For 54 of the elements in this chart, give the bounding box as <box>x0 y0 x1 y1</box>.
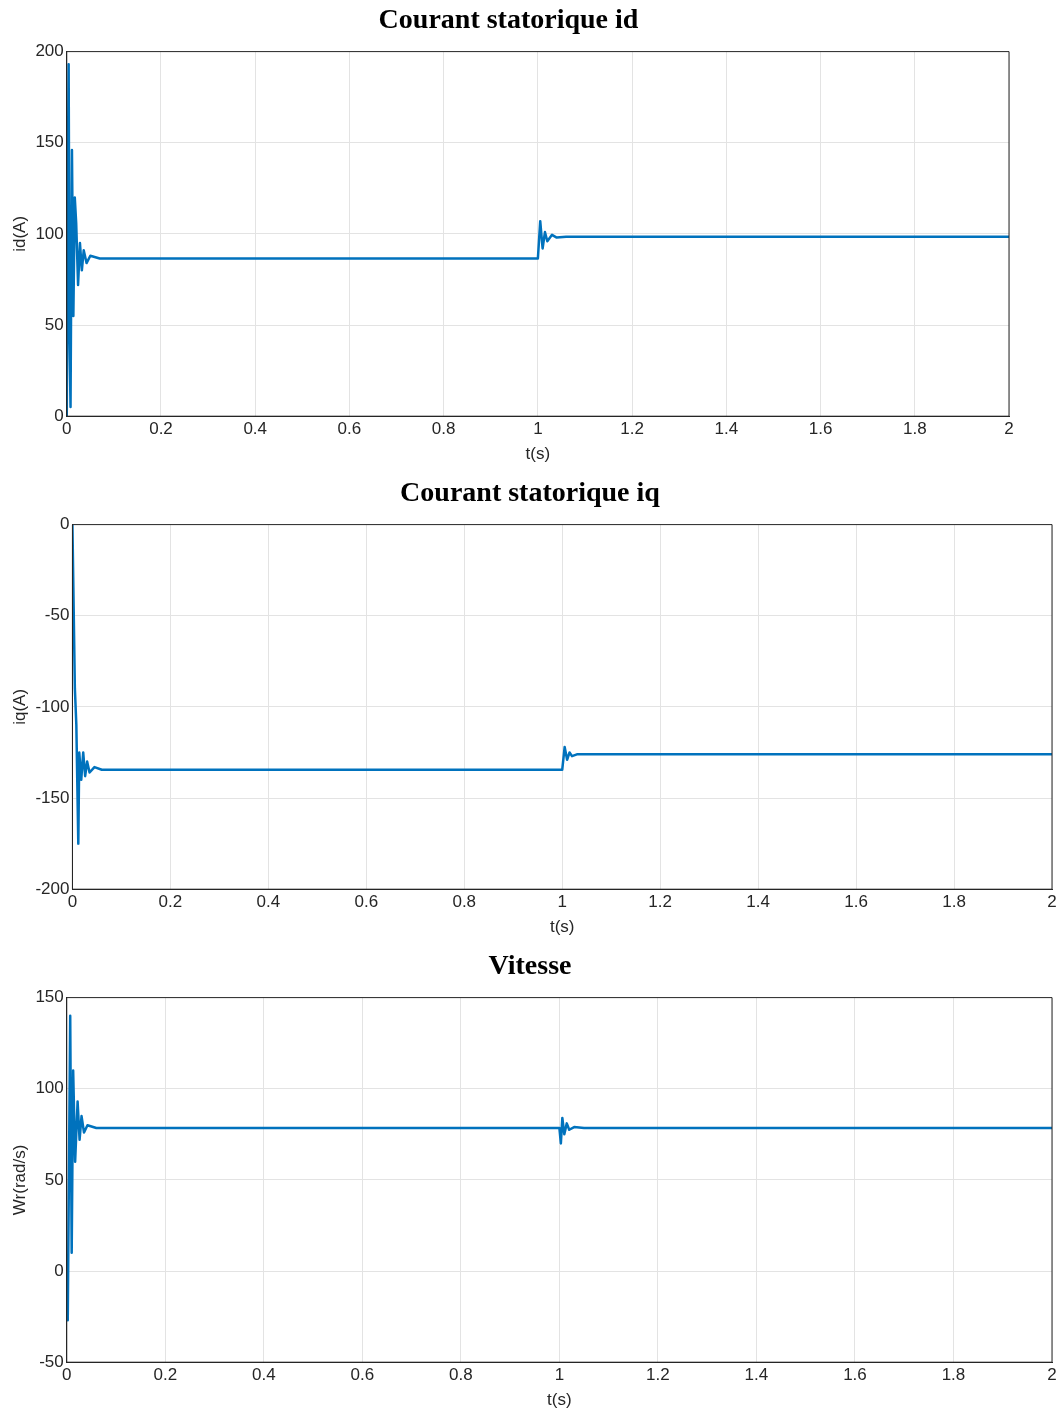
x-tick-label: 1.8 <box>941 1365 966 1385</box>
x-tick-label: 2 <box>1004 419 1014 439</box>
x-tick-label: 1.6 <box>844 892 868 912</box>
y-tick-label: -50 <box>39 1351 64 1371</box>
x-axis-title: t(s) <box>547 1390 572 1410</box>
x-tick-label: 0.8 <box>431 419 456 439</box>
x-tick-label: 0.6 <box>350 1365 375 1385</box>
x-tick-label: 0.4 <box>243 419 268 439</box>
x-tick-label: 1.6 <box>808 419 833 439</box>
y-tick-label: -50 <box>44 605 70 625</box>
y-tick-label: 200 <box>35 41 64 61</box>
y-tick-label: 0 <box>59 514 70 534</box>
x-tick-label: 2 <box>1047 1365 1057 1385</box>
y-tick-label: 150 <box>35 132 64 152</box>
x-tick-label: 0.6 <box>337 419 362 439</box>
x-tick-label: 1 <box>557 892 567 912</box>
x-axis-title: t(s) <box>549 917 575 937</box>
x-tick-label: 1 <box>554 1365 565 1385</box>
y-tick-label: 100 <box>35 1078 64 1098</box>
y-tick-label: -150 <box>35 787 70 807</box>
y-tick-label: 50 <box>44 314 64 334</box>
x-tick-label: 2 <box>1047 892 1057 912</box>
x-tick-label: 1.6 <box>843 1365 867 1385</box>
y-tick-label: -100 <box>35 696 70 716</box>
x-tick-label: 1.4 <box>714 419 739 439</box>
x-tick-label: 1.8 <box>902 419 927 439</box>
chart-title: Courant statorique id <box>378 3 639 35</box>
x-tick-label: 1.8 <box>942 892 966 912</box>
y-axis-title: iq(A) <box>9 688 29 725</box>
x-tick-label: 1.2 <box>646 1365 670 1385</box>
x-tick-label: 1.4 <box>744 1365 769 1385</box>
chart-title: Courant statorique iq <box>400 476 661 508</box>
y-tick-label: -200 <box>35 878 70 898</box>
x-tick-label: 0.2 <box>153 1365 178 1385</box>
x-tick-label: 1.2 <box>620 419 644 439</box>
x-tick-label: 0.4 <box>256 892 281 912</box>
y-axis-title: id(A) <box>9 215 29 252</box>
x-tick-label: 0.8 <box>449 1365 473 1385</box>
x-tick-label: 1 <box>533 419 543 439</box>
y-tick-label: 0 <box>54 1260 64 1280</box>
x-tick-label: 0.4 <box>251 1365 276 1385</box>
x-tick-label: 1.4 <box>746 892 770 912</box>
y-tick-label: 0 <box>54 405 64 425</box>
chart-title: Vitesse <box>488 949 572 981</box>
x-tick-label: 0.6 <box>354 892 379 912</box>
y-tick-label: 50 <box>44 1169 64 1189</box>
x-tick-label: 1.2 <box>648 892 672 912</box>
x-tick-label: 0.2 <box>158 892 183 912</box>
y-tick-label: 150 <box>35 987 64 1007</box>
y-tick-label: 100 <box>35 223 64 243</box>
x-tick-label: 0.2 <box>149 419 173 439</box>
x-tick-label: 0.8 <box>452 892 477 912</box>
x-axis-title: t(s) <box>525 444 551 464</box>
y-axis-title: Wr(rad/s) <box>9 1144 29 1216</box>
